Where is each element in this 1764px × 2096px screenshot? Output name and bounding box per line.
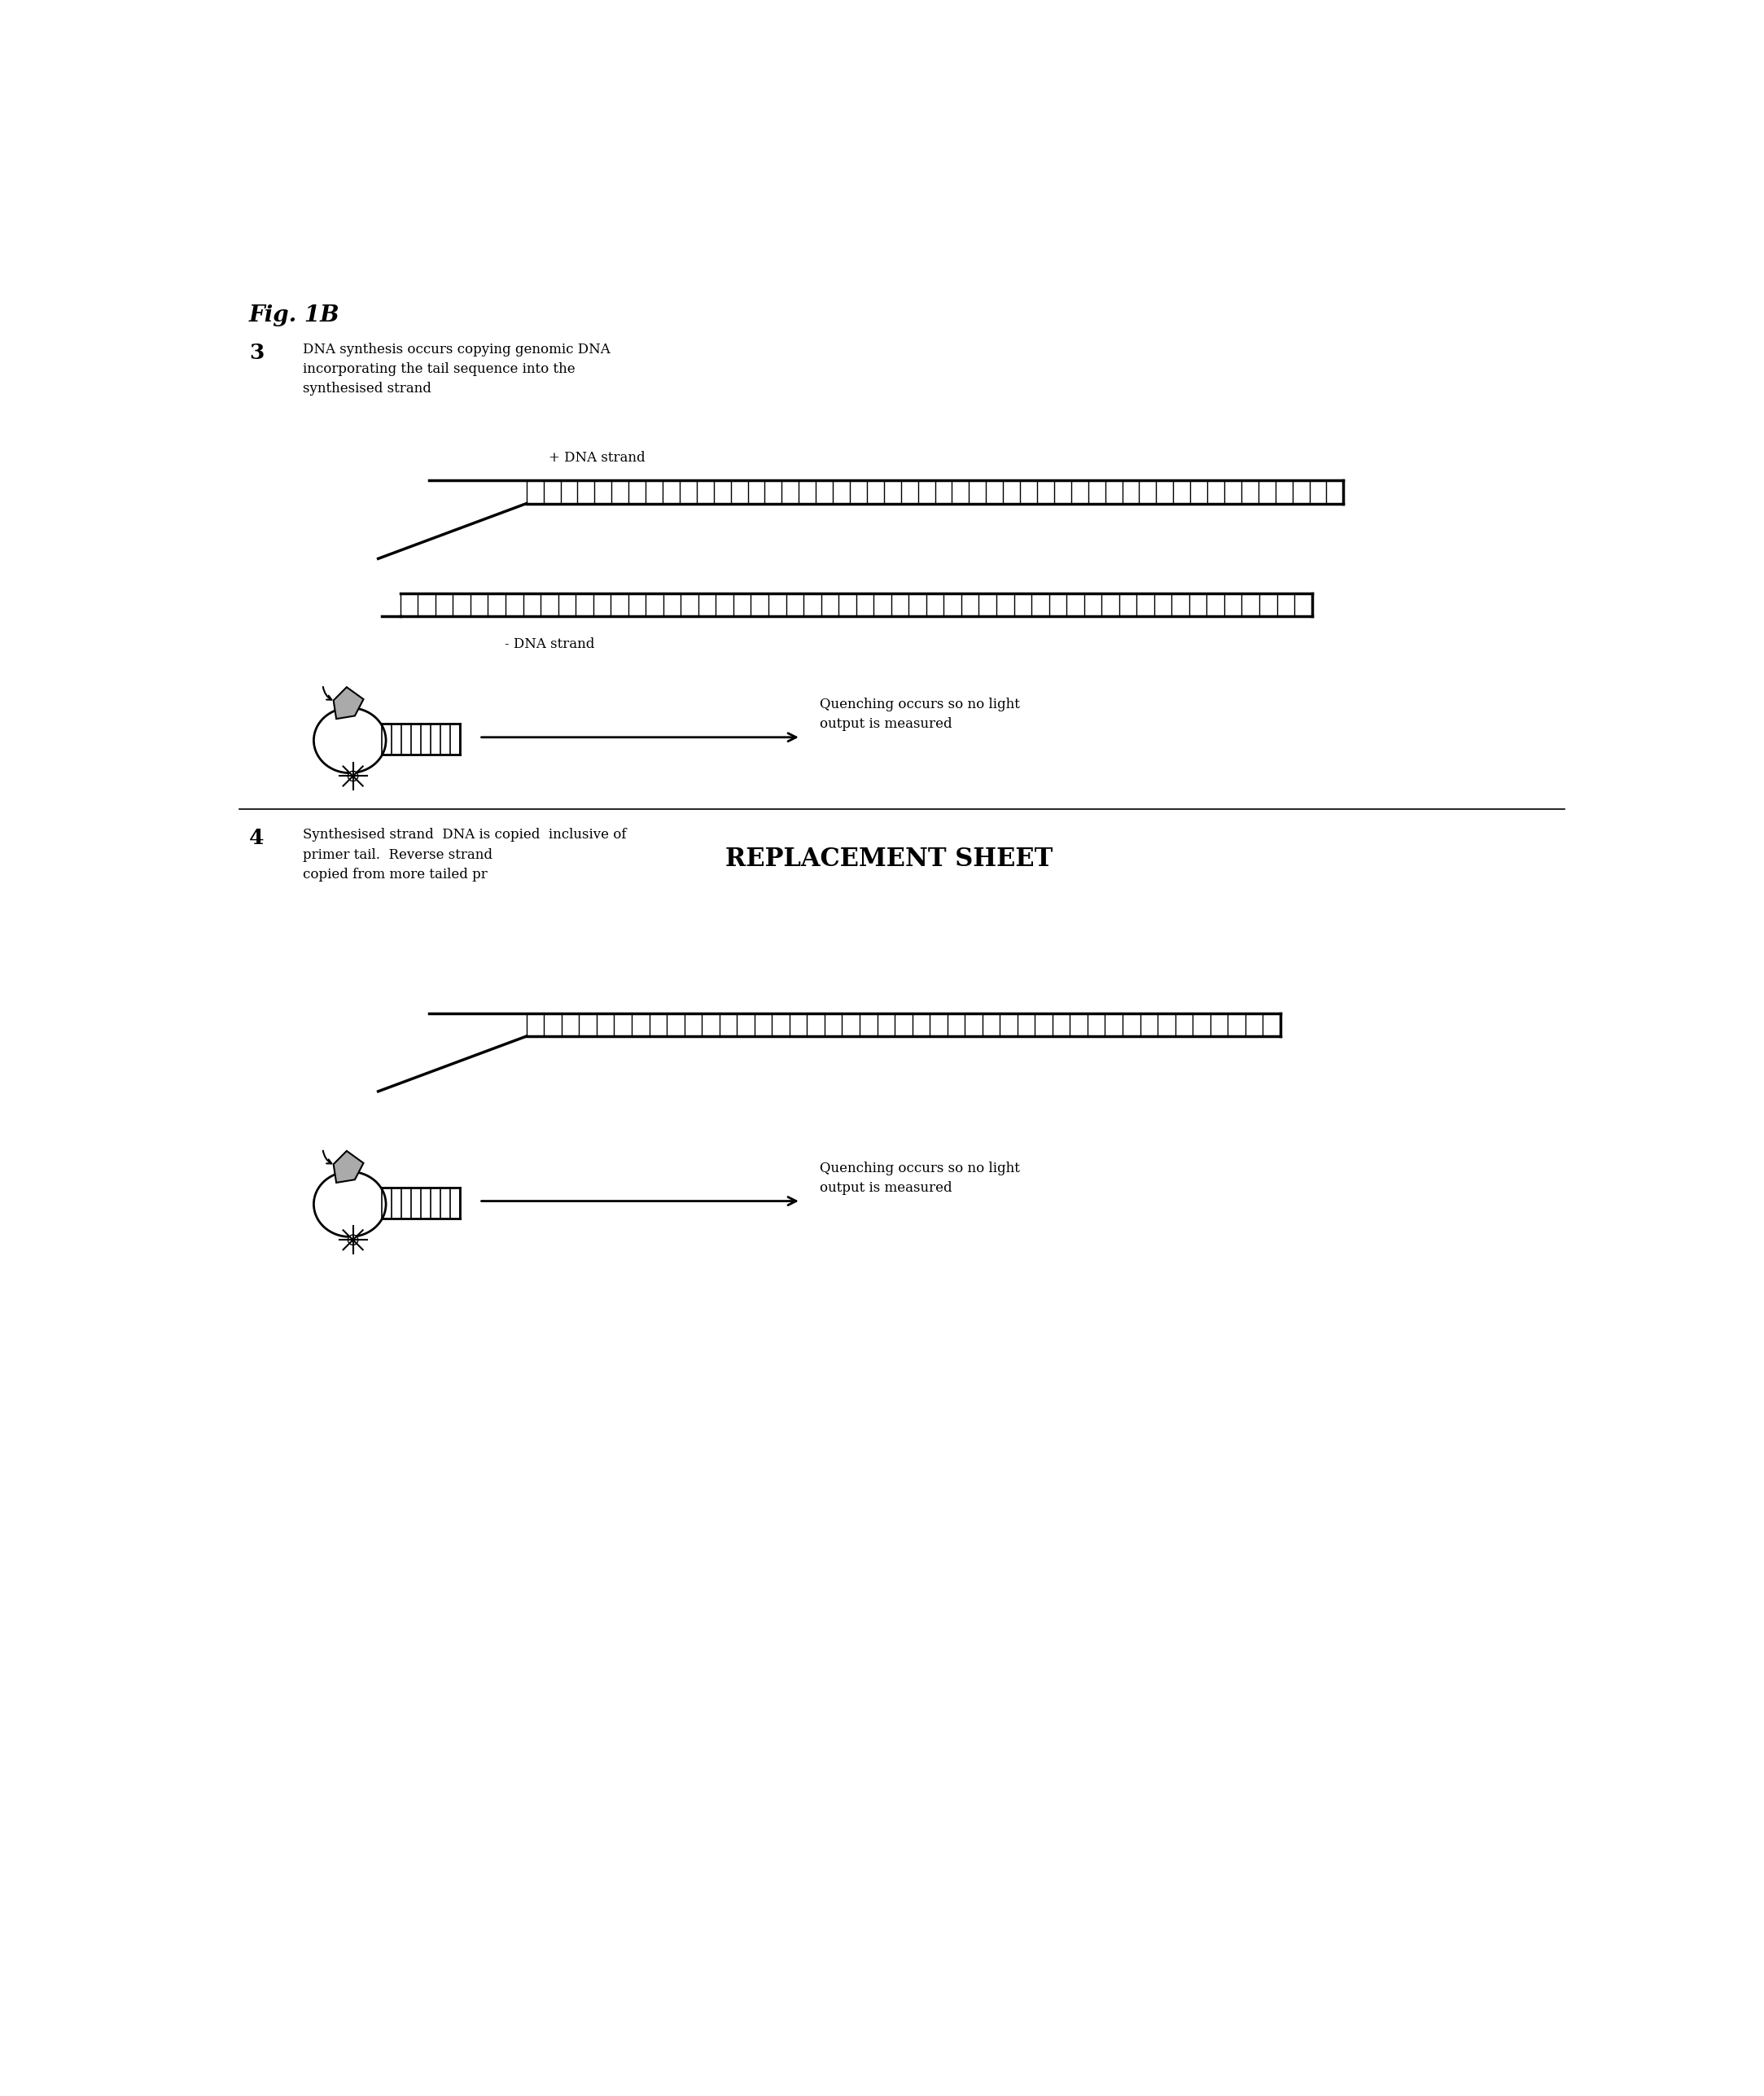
Text: Quenching occurs so no light
output is measured: Quenching occurs so no light output is m…: [820, 698, 1020, 732]
Text: Quenching occurs so no light
output is measured: Quenching occurs so no light output is m…: [820, 1161, 1020, 1195]
Text: + DNA strand: + DNA strand: [549, 451, 646, 465]
Text: Synthesised strand  DNA is copied  inclusive of
primer tail.  Reverse strand
cop: Synthesised strand DNA is copied inclusi…: [302, 828, 626, 880]
Text: 4: 4: [249, 828, 265, 849]
Circle shape: [348, 771, 358, 782]
Text: - DNA strand: - DNA strand: [505, 637, 594, 652]
Text: Fig. 1B: Fig. 1B: [249, 304, 340, 327]
Polygon shape: [333, 687, 363, 719]
Text: 3: 3: [249, 342, 265, 363]
Circle shape: [348, 1235, 358, 1245]
Polygon shape: [333, 1151, 363, 1182]
Text: DNA synthesis occurs copying genomic DNA
incorporating the tail sequence into th: DNA synthesis occurs copying genomic DNA…: [302, 342, 610, 396]
Text: REPLACEMENT SHEET: REPLACEMENT SHEET: [725, 847, 1053, 872]
